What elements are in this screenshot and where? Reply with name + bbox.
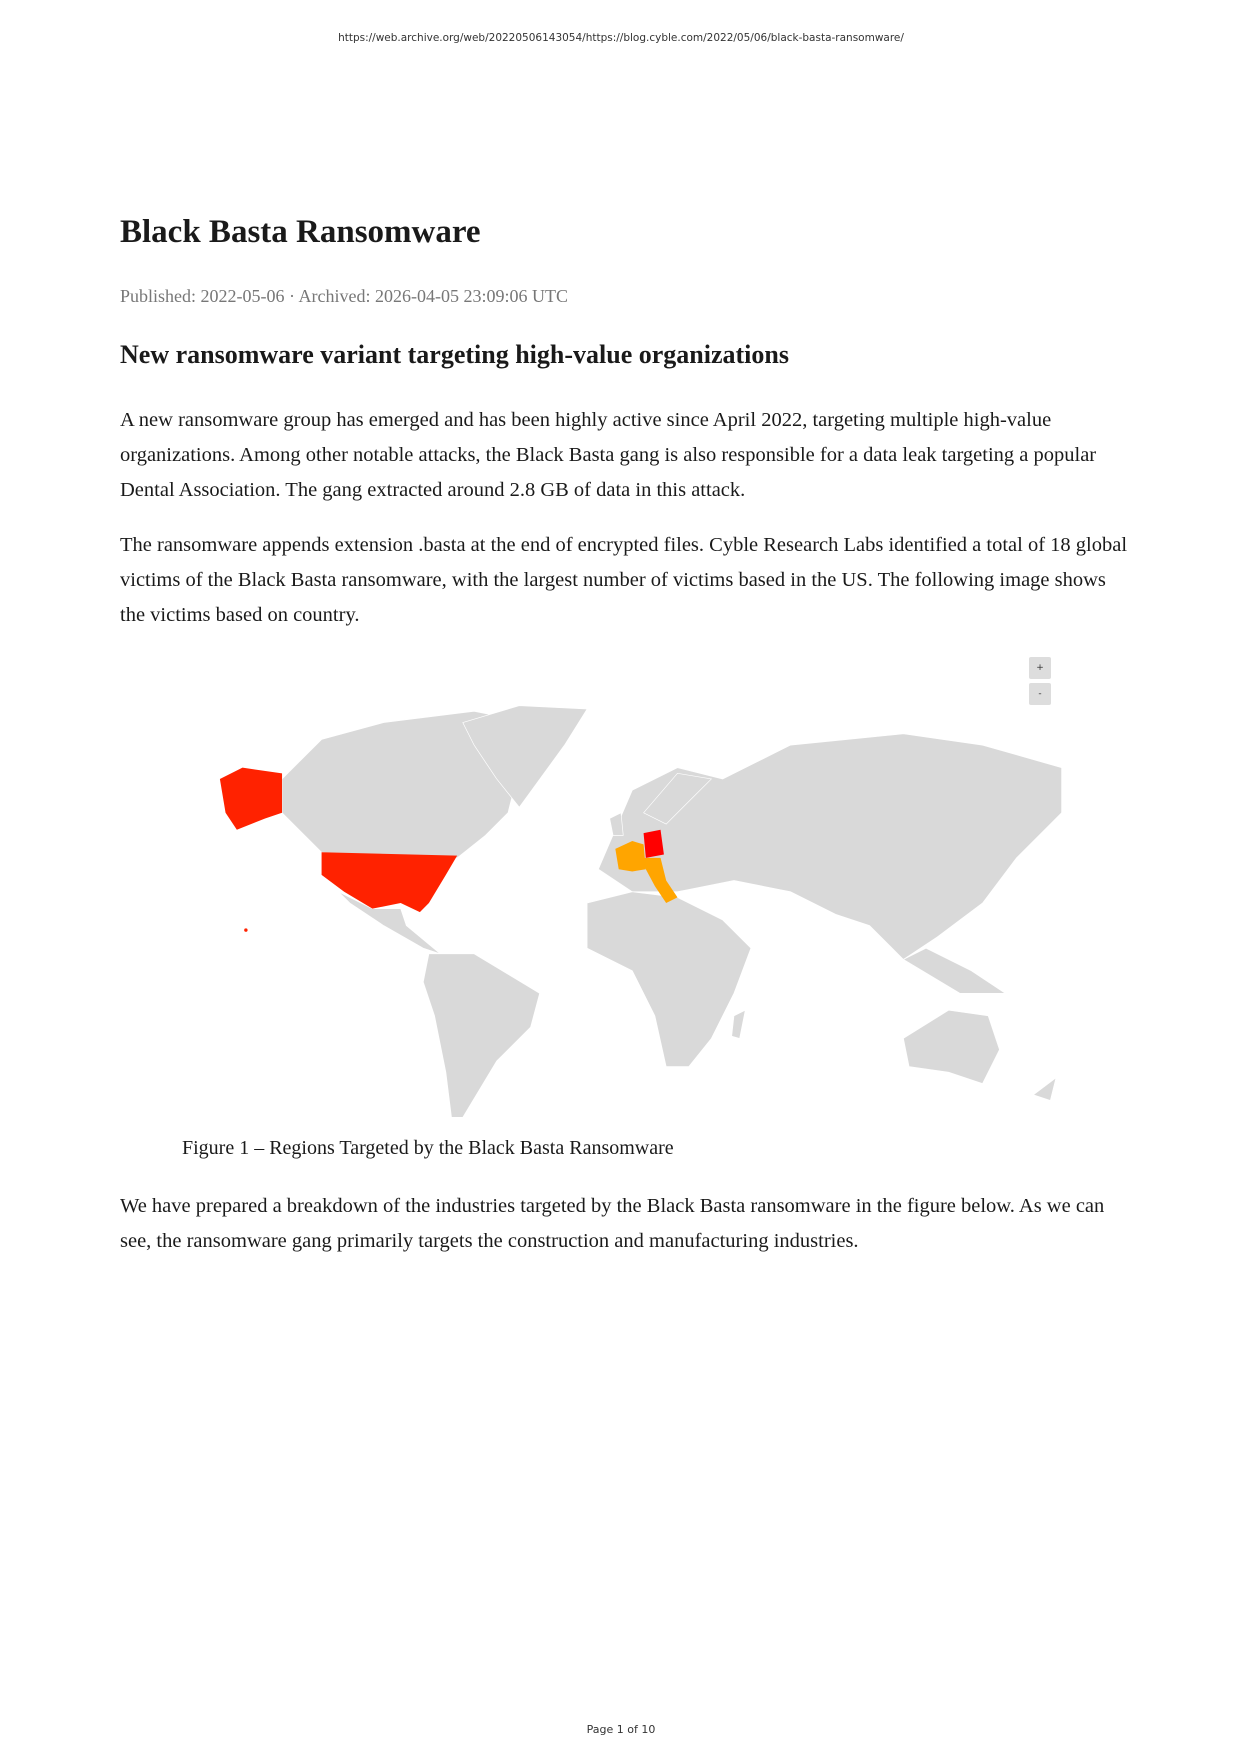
africa — [586, 891, 752, 1067]
scandinavia — [643, 772, 713, 825]
archive-url: https://web.archive.org/web/202205061430… — [338, 32, 904, 44]
figure-caption: Figure 1 – Regions Targeted by the Black… — [182, 1137, 674, 1159]
country-germany[interactable] — [643, 829, 664, 858]
eurasia — [597, 733, 1062, 960]
uk — [609, 812, 624, 836]
section-heading: New ransomware variant targeting high-va… — [120, 340, 789, 369]
country-italy-switzerland[interactable] — [643, 857, 678, 904]
madagascar — [731, 1009, 746, 1039]
map-zoom-out-button[interactable]: - — [1029, 683, 1051, 705]
world-map[interactable] — [186, 700, 1065, 1123]
map-zoom-in-button[interactable]: + — [1029, 657, 1051, 679]
page-number: Page 1 of 10 — [586, 1723, 656, 1736]
publish-meta: Published: 2022-05-06 · Archived: 2026-0… — [120, 286, 568, 306]
new-zealand — [1032, 1077, 1057, 1101]
southeast-asia-islands — [902, 947, 1007, 994]
greenland — [462, 705, 588, 808]
page-title: Black Basta Ransomware — [120, 214, 481, 250]
country-france[interactable] — [615, 841, 646, 872]
south-america — [422, 953, 541, 1118]
country-hawaii — [244, 928, 248, 932]
country-united-states[interactable] — [321, 852, 458, 913]
north-america — [281, 710, 532, 859]
paragraph-victims: The ransomware appends extension .basta … — [120, 534, 1128, 626]
paragraph-intro: A new ransomware group has emerged and h… — [120, 409, 1097, 501]
paragraph-industries: We have prepared a breakdown of the indu… — [120, 1195, 1105, 1252]
australia — [903, 1009, 1000, 1084]
country-alaska[interactable] — [219, 767, 283, 830]
